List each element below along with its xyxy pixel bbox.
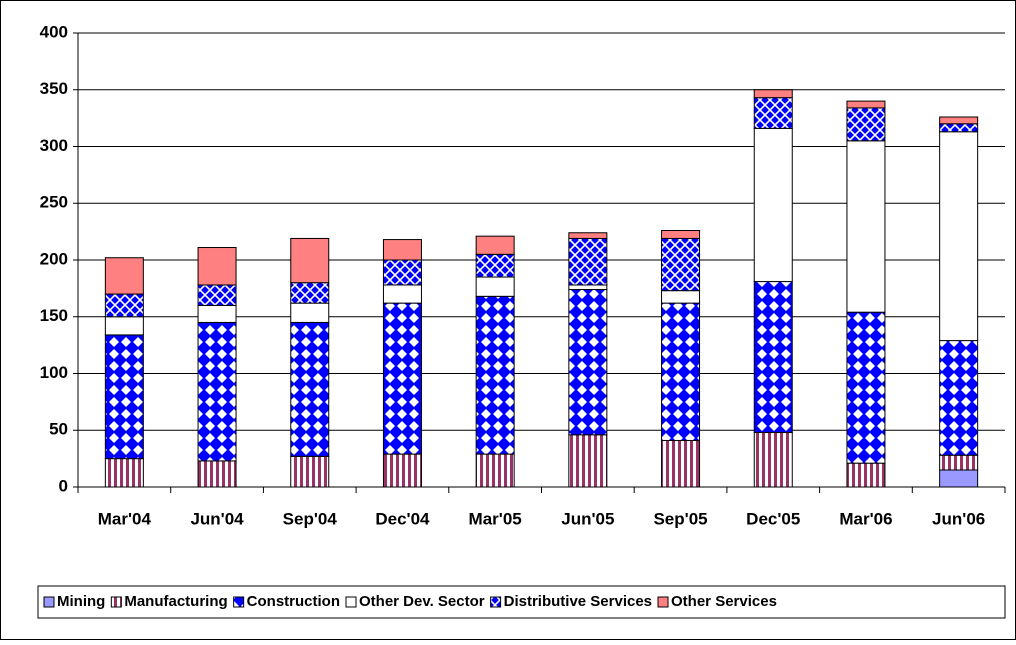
- bar-segment: [753, 127, 793, 283]
- bar-segment: [104, 293, 144, 318]
- bar-segment: [753, 89, 793, 99]
- bar-segment: [382, 302, 422, 455]
- bar-segment: [753, 97, 793, 129]
- bar-segment: [290, 282, 330, 304]
- bar-segment: [939, 340, 979, 456]
- bar-segment: [939, 116, 979, 125]
- x-tick-label: Mar'04: [98, 509, 152, 528]
- bar-segment: [382, 284, 422, 304]
- y-tick-label: 100: [40, 363, 68, 382]
- bar-segment: [939, 123, 979, 133]
- x-tick-label: Sep'05: [653, 509, 707, 528]
- bar-segment: [197, 460, 237, 488]
- bar-segment: [661, 439, 701, 488]
- bar-segment: [382, 239, 422, 261]
- x-tick-label: Dec'05: [746, 509, 800, 528]
- bar-segment: [846, 140, 886, 313]
- bar-segment: [104, 458, 144, 488]
- x-tick-label: Jun'06: [932, 509, 985, 528]
- bar-segment: [568, 434, 608, 488]
- bar-segment: [568, 284, 608, 291]
- y-tick-label: 200: [40, 249, 68, 268]
- y-tick-label: 350: [40, 79, 68, 98]
- bar-segment: [939, 469, 979, 488]
- legend-swatch: [490, 596, 502, 608]
- legend-label: Mining: [57, 593, 105, 610]
- legend-box: [37, 585, 1006, 619]
- bar-segment: [753, 432, 793, 488]
- x-tick-label: Mar'06: [839, 509, 892, 528]
- bar-segment: [939, 454, 979, 471]
- bar-segment: [290, 237, 330, 284]
- bar-segment: [568, 289, 608, 436]
- bar-segment: [197, 321, 237, 462]
- legend-swatch: [110, 596, 122, 608]
- y-tick-label: 150: [40, 306, 68, 325]
- y-tick-label: 50: [49, 420, 68, 439]
- y-tick-label: 0: [59, 476, 68, 495]
- bar-segment: [197, 284, 237, 306]
- bar-segment: [104, 316, 144, 336]
- x-tick-label: Sep'04: [283, 509, 338, 528]
- bar-segment: [104, 334, 144, 460]
- legend-label: Manufacturing: [124, 593, 227, 610]
- bar-segment: [382, 453, 422, 488]
- bar-segment: [104, 257, 144, 295]
- bar-segment: [475, 453, 515, 488]
- legend-label: Construction: [247, 593, 340, 610]
- y-tick-label: 300: [40, 136, 68, 155]
- legend-swatch: [345, 596, 357, 608]
- bar-segment: [475, 235, 515, 255]
- bar-segment: [846, 100, 886, 109]
- bar-segment: [939, 131, 979, 342]
- bar-segment: [846, 107, 886, 142]
- bar-segment: [661, 237, 701, 292]
- bar-segment: [661, 290, 701, 304]
- x-tick-label: Jun'04: [190, 509, 244, 528]
- legend-swatch: [233, 596, 245, 608]
- legend-label: Other Dev. Sector: [359, 593, 485, 610]
- bar-segment: [382, 259, 422, 286]
- bar-segment: [475, 276, 515, 297]
- bar-segment: [475, 253, 515, 278]
- legend-swatch: [657, 596, 669, 608]
- y-tick-label: 400: [40, 22, 68, 41]
- x-tick-label: Jun'05: [561, 509, 614, 528]
- bar-segment: [846, 462, 886, 488]
- bar-segment: [661, 302, 701, 441]
- legend-swatch: [43, 596, 55, 608]
- legend-label: Other Services: [671, 593, 777, 610]
- bar-segment: [197, 304, 237, 323]
- legend-label: Distributive Services: [504, 593, 652, 610]
- bar-segment: [568, 232, 608, 239]
- bar-segment: [661, 229, 701, 239]
- x-tick-label: Dec'04: [375, 509, 430, 528]
- bar-segment: [475, 295, 515, 455]
- bar-segment: [290, 321, 330, 457]
- bar-segment: [197, 247, 237, 286]
- bar-segment: [846, 311, 886, 464]
- bar-segment: [290, 302, 330, 323]
- y-tick-label: 250: [40, 193, 68, 212]
- bar-segment: [568, 237, 608, 286]
- x-tick-label: Mar'05: [469, 509, 522, 528]
- bar-segment: [290, 455, 330, 488]
- bar-segment: [753, 281, 793, 434]
